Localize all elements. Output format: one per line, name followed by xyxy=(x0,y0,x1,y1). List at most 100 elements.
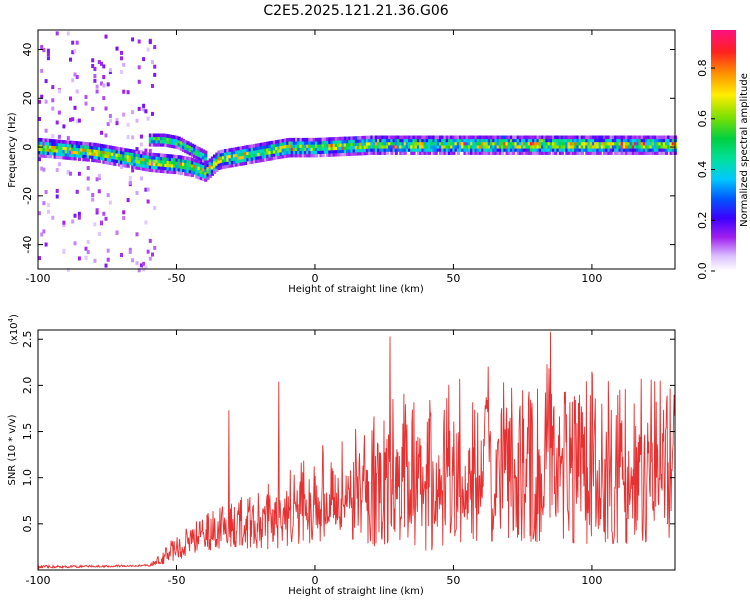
spectrogram-cell xyxy=(106,145,110,149)
spectrogram-cell xyxy=(272,156,277,160)
spectrogram-cell xyxy=(521,135,525,140)
spectrogram-cell xyxy=(396,148,401,152)
spectrogram-cell xyxy=(250,153,254,158)
spectrogram-cell xyxy=(159,169,164,173)
spectrogram-cell xyxy=(128,247,132,252)
spectrogram-cell xyxy=(532,148,536,152)
spectrogram-cell xyxy=(640,135,644,140)
spectrogram-cell xyxy=(580,145,584,149)
spectrogram-cell xyxy=(649,145,653,149)
spectrogram-cell xyxy=(658,141,662,146)
spectrogram-cell xyxy=(86,176,90,181)
spectrogram-cell xyxy=(614,141,618,146)
spectrogram-cell xyxy=(268,157,272,161)
spectrogram-cell xyxy=(636,151,640,155)
spectrogram-cell xyxy=(144,167,148,172)
spectrogram-cell xyxy=(372,151,376,155)
spectrogram-cell xyxy=(308,147,312,151)
spectrogram-cell xyxy=(359,145,363,150)
spectrogram-cell xyxy=(113,155,117,160)
spectrogram-cell xyxy=(77,118,81,123)
spectrogram-cell xyxy=(587,145,591,149)
spectrogram-cell xyxy=(122,163,126,168)
spectrogram-cell xyxy=(518,148,522,152)
spectrogram-cell xyxy=(514,141,518,146)
spectrogram-cell xyxy=(86,186,90,191)
snr-line xyxy=(37,331,676,570)
spectrogram-cell xyxy=(315,141,319,145)
spectrogram-cell xyxy=(46,148,51,152)
spectrogram-cell xyxy=(197,169,201,174)
spectrogram-cell xyxy=(614,145,618,149)
spectrogram-cell xyxy=(560,151,565,155)
spectrogram-cell xyxy=(572,138,576,143)
spectrogram-cell xyxy=(501,135,505,140)
spectrogram-cell xyxy=(217,166,221,170)
spectrogram-cell xyxy=(509,135,514,140)
spectrogram-cell xyxy=(137,156,141,161)
spectrogram-cell xyxy=(481,135,485,140)
spectrogram-cell xyxy=(164,133,168,138)
spectrogram-cell xyxy=(425,148,429,152)
snr-x-tick-label: 100 xyxy=(581,574,602,587)
spectrogram-cell xyxy=(432,135,436,140)
spectrogram-cell xyxy=(321,153,325,158)
spectrogram-cell xyxy=(361,145,365,149)
spectrogram-cell xyxy=(529,145,534,149)
spectrogram-cell xyxy=(363,135,367,140)
colorbar-tick-label: 0.0 xyxy=(696,262,709,280)
spectrogram-cell xyxy=(151,136,155,141)
spectrogram-cell xyxy=(330,140,334,144)
spectrogram-cell xyxy=(428,141,432,146)
spectrogram-cell xyxy=(60,143,64,147)
spectrogram-cell xyxy=(259,146,263,150)
spectrogram-cell xyxy=(159,159,164,164)
spectrogram-cell xyxy=(532,138,536,143)
spectrogram-cell xyxy=(219,159,223,163)
spectrogram-cell xyxy=(341,136,345,141)
spectrogram-cell xyxy=(128,158,132,163)
spectrogram-cell xyxy=(665,135,669,140)
spectrogram-cell xyxy=(151,133,155,138)
spectrogram-cell xyxy=(177,142,181,147)
spectrogram-cell xyxy=(543,148,547,152)
spectrogram-cell xyxy=(346,152,350,156)
spectrogram-cell xyxy=(474,148,478,152)
spectrogram-cell xyxy=(594,138,598,143)
spectrogram-cell xyxy=(616,141,620,146)
spectrogram-cell xyxy=(122,62,126,67)
spectrogram-cell xyxy=(487,145,491,149)
spectrogram-cell xyxy=(352,142,356,147)
spectrogram-cell xyxy=(600,141,604,146)
spectrogram-cell xyxy=(525,148,529,152)
spectrogram-cell xyxy=(91,142,95,147)
spectrogram-cell xyxy=(337,143,341,147)
spectrogram-cell xyxy=(306,141,310,145)
spectrogram-cell xyxy=(148,152,152,157)
spectrogram-cell xyxy=(197,153,201,157)
spectrogram-cell xyxy=(146,199,150,204)
spectrogram-cell xyxy=(569,145,573,149)
spectrogram-cell xyxy=(456,141,460,146)
spectrogram-cell xyxy=(310,141,314,145)
spectrogram-cell xyxy=(219,156,223,160)
spectrogram-cell xyxy=(634,148,638,152)
spectrogram-cell xyxy=(558,135,562,140)
colorbar-bar xyxy=(711,30,736,271)
spectrogram-cell xyxy=(638,138,642,143)
spectrogram-cell xyxy=(359,148,363,153)
spectrogram-cell xyxy=(53,152,57,156)
spectrogram-cell xyxy=(388,141,392,146)
spectrogram-cell xyxy=(155,153,159,157)
spectrogram-cell xyxy=(658,148,662,152)
spectrogram-cell xyxy=(188,145,192,150)
spectrogram-cell xyxy=(527,138,531,143)
spectrogram-cell xyxy=(239,149,243,154)
spectrogram-cell xyxy=(102,160,106,164)
spectrogram-cell xyxy=(44,79,48,84)
spectrogram-cell xyxy=(124,154,128,159)
spectrogram-cell xyxy=(439,148,443,152)
spectrogram-cell xyxy=(638,145,642,149)
spectrogram-y-tick-label: 0 xyxy=(21,144,34,151)
spectrogram-cell xyxy=(421,145,425,149)
